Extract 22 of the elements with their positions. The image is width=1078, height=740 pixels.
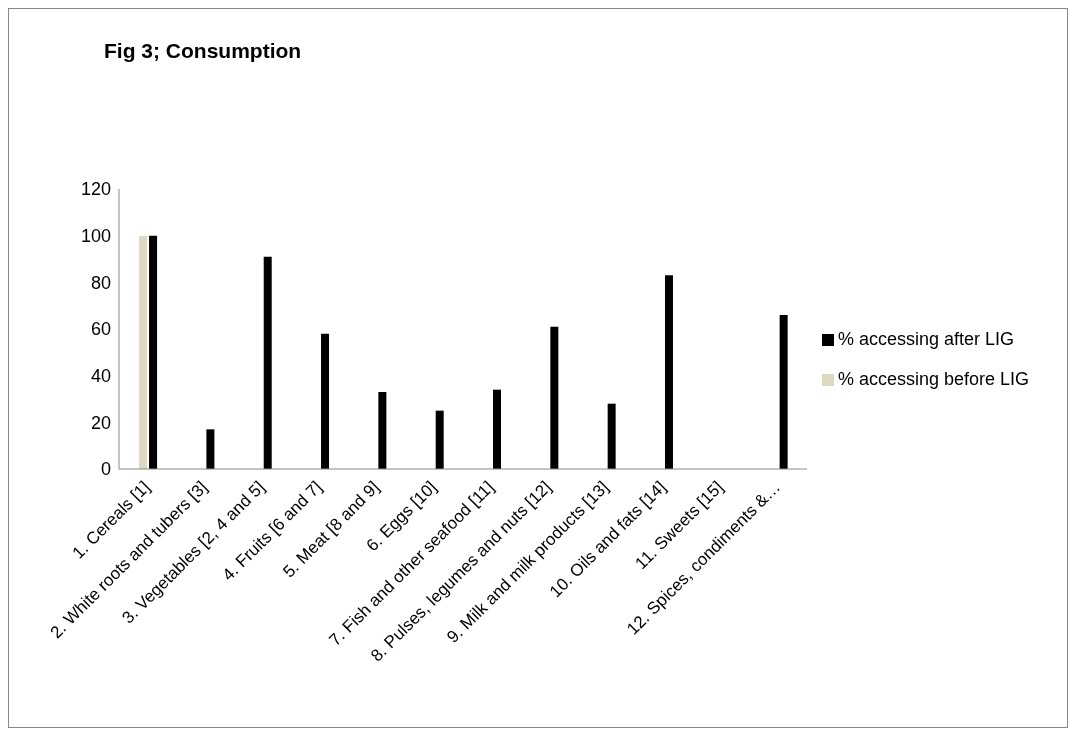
legend-label: % accessing after LIG <box>837 329 1014 349</box>
y-tick-label: 20 <box>90 412 111 433</box>
legend-label: % accessing before LIG <box>837 369 1029 389</box>
y-tick-label: 60 <box>90 319 111 340</box>
bar <box>435 410 444 469</box>
bar <box>493 389 502 469</box>
bar <box>779 315 788 469</box>
bar <box>149 235 158 469</box>
bar <box>378 392 387 469</box>
bar <box>321 333 330 469</box>
bar <box>206 429 215 469</box>
bar <box>664 275 673 469</box>
y-tick-label: 100 <box>80 226 111 247</box>
bar <box>263 256 272 469</box>
bar <box>607 403 616 469</box>
y-tick-label: 0 <box>100 459 111 480</box>
y-tick-label: 40 <box>90 366 111 387</box>
bar <box>139 235 148 469</box>
chart-title: Fig 3; Consumption <box>104 39 302 63</box>
y-tick-label: 120 <box>80 179 111 200</box>
y-tick-label: 80 <box>90 272 111 293</box>
bar <box>550 326 559 469</box>
